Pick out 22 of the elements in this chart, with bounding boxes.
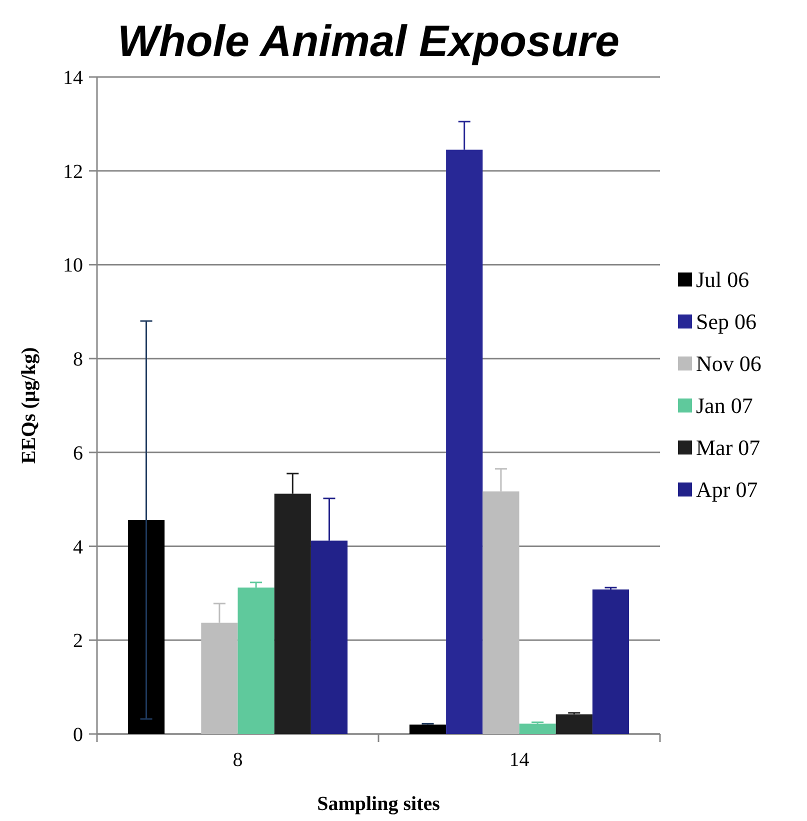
bar	[592, 589, 630, 734]
bar	[556, 714, 592, 734]
chart-title: Whole Animal Exposure	[117, 17, 620, 66]
y-tick-label: 10	[63, 254, 83, 277]
legend-label: Jan 07	[696, 393, 753, 418]
x-axis-title: Sampling sites	[317, 793, 440, 815]
legend-label: Nov 06	[696, 351, 762, 376]
y-axis-title: EEQs (µg/kg)	[18, 347, 40, 464]
legend-label: Jul 06	[696, 267, 750, 292]
y-tick-label: 0	[73, 724, 83, 746]
legend-label: Sep 06	[696, 309, 756, 334]
legend-label: Mar 07	[696, 435, 760, 460]
y-tick-label: 6	[73, 442, 83, 464]
y-tick-label: 4	[73, 536, 83, 558]
bar	[409, 724, 446, 734]
y-tick-label: 12	[63, 160, 83, 183]
bar	[128, 520, 165, 734]
y-tick-label: 2	[73, 630, 83, 652]
legend-label: Apr 07	[696, 477, 758, 502]
y-tick-label: 8	[73, 348, 83, 371]
y-tick-label: 14	[63, 67, 83, 89]
bar	[519, 724, 556, 734]
